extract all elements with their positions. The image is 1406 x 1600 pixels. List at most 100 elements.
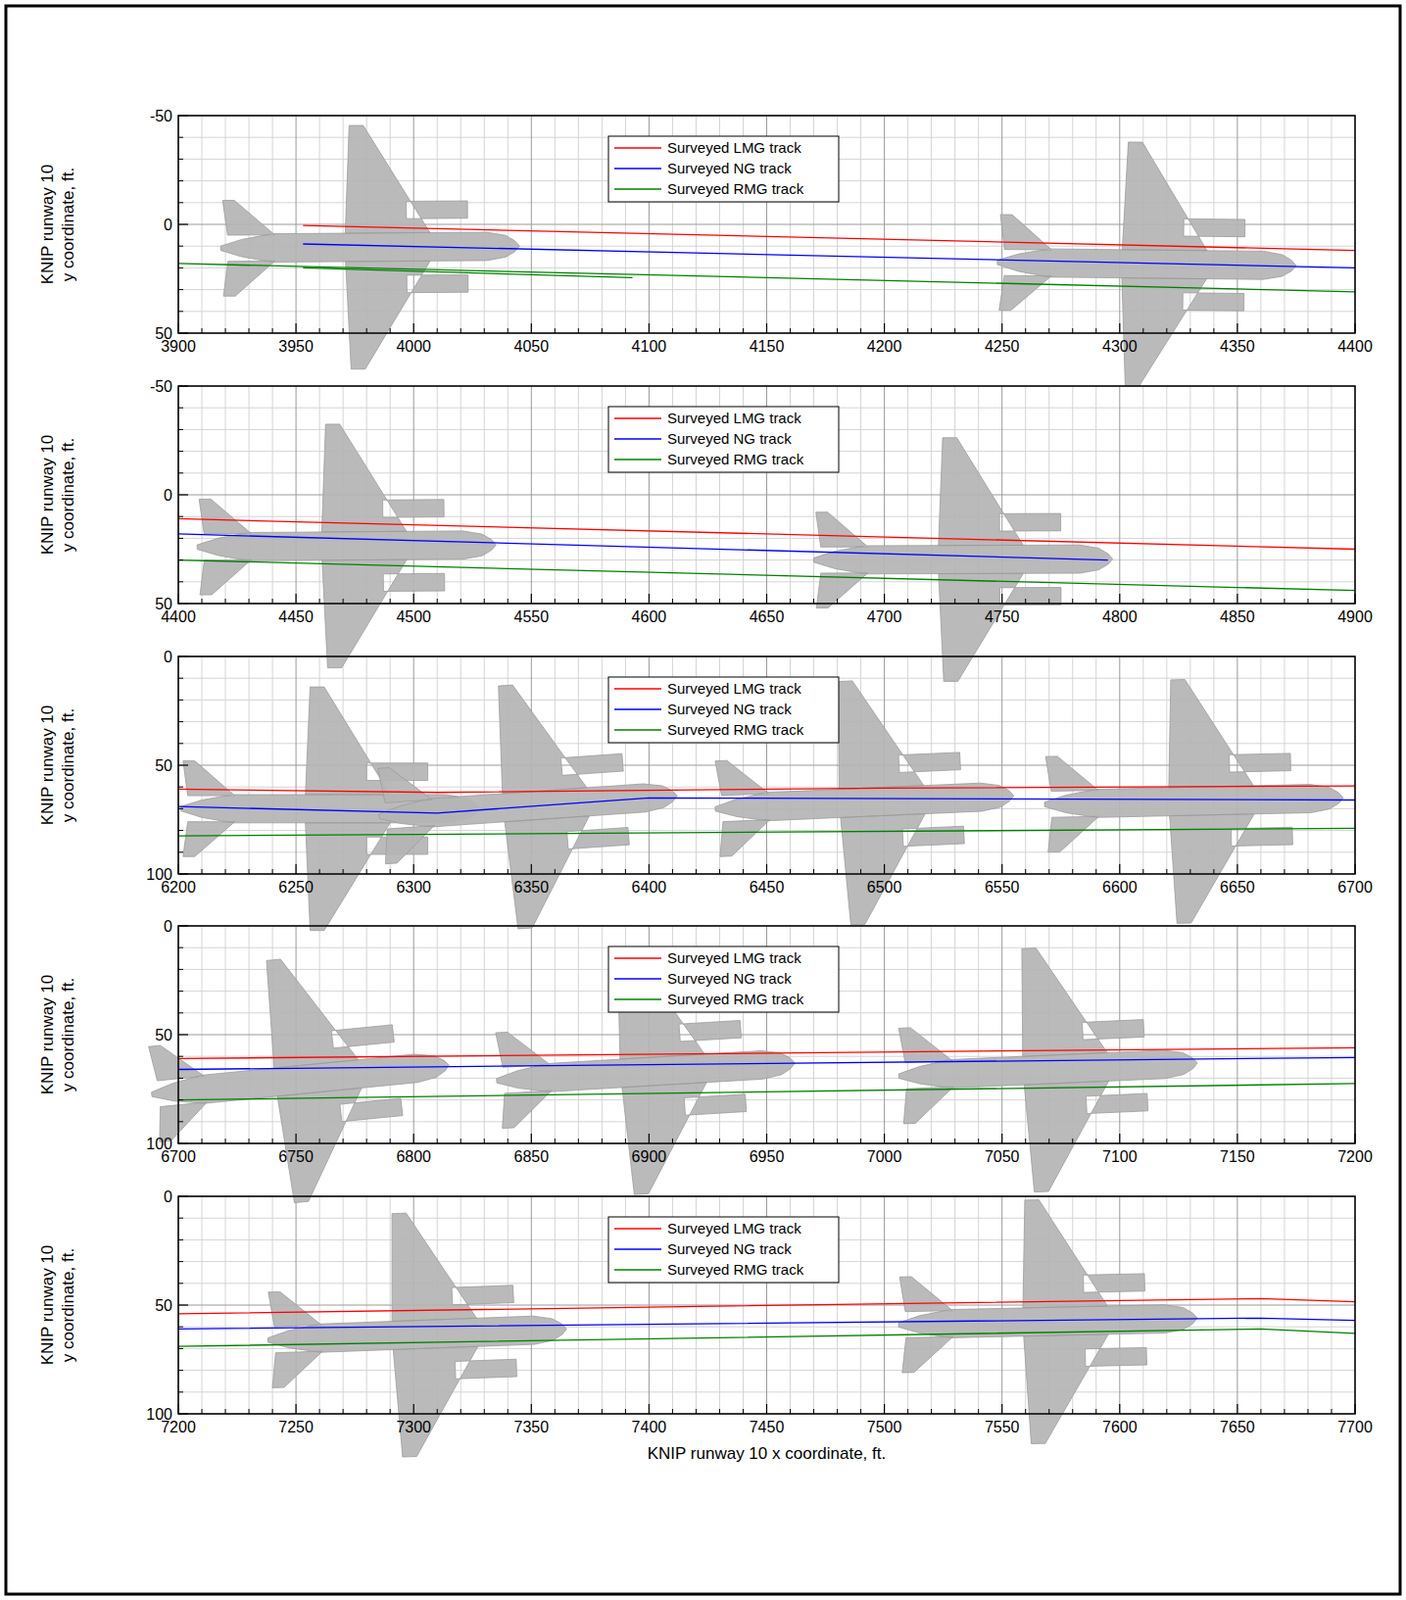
- minor-tick: [1307, 869, 1309, 874]
- minor-tick: [1307, 328, 1309, 334]
- minor-tick: [578, 1138, 580, 1144]
- minor-tick: [578, 598, 580, 604]
- minor-tick: [695, 598, 697, 604]
- tick: [295, 593, 297, 604]
- tick: [648, 1133, 650, 1144]
- legend-label: Surveyed LMG track: [667, 949, 802, 967]
- tick: [177, 593, 179, 604]
- minor-tick: [178, 1012, 184, 1014]
- tick: [531, 593, 533, 604]
- minor-tick: [319, 598, 321, 604]
- minor-tick: [930, 869, 932, 874]
- tick-label: 50: [154, 1297, 173, 1314]
- legend-swatch: [614, 708, 662, 711]
- minor-tick: [460, 869, 462, 874]
- track-line: [178, 785, 1356, 793]
- minor-tick: [178, 516, 184, 518]
- y-axis-title: KNIP runway 10: [38, 974, 57, 1096]
- minor-tick: [484, 869, 485, 874]
- minor-tick: [813, 1408, 815, 1414]
- tick: [413, 1404, 415, 1414]
- minor-tick: [225, 1138, 227, 1144]
- legend-box: [608, 1216, 839, 1283]
- minor-tick: [813, 1138, 815, 1144]
- minor-tick: [272, 598, 274, 604]
- track-layer: [178, 225, 1356, 1347]
- legend-swatch: [614, 417, 662, 420]
- tick: [1354, 323, 1356, 334]
- tick-label: 100: [145, 1135, 173, 1153]
- minor-tick: [460, 598, 462, 604]
- tracks: [178, 1298, 1356, 1347]
- minor-tick: [178, 808, 184, 810]
- tick: [1354, 1133, 1356, 1144]
- minor-tick: [272, 1408, 274, 1414]
- legend: Surveyed LMG trackSurveyed NG trackSurve…: [608, 406, 839, 473]
- tick-label: 6550: [984, 878, 1020, 896]
- minor-tick: [342, 598, 344, 604]
- tracks: [178, 518, 1356, 590]
- tick: [1001, 1404, 1003, 1414]
- tick: [883, 864, 885, 874]
- minor-tick: [719, 598, 721, 604]
- plot-frame: [178, 386, 1356, 604]
- minor-tick: [342, 328, 344, 334]
- minor-tick: [977, 869, 979, 874]
- minor-tick: [389, 1138, 391, 1144]
- minor-tick: [860, 1138, 862, 1144]
- minor-tick: [1142, 598, 1144, 604]
- minor-tick: [907, 1138, 909, 1144]
- tick: [178, 655, 189, 657]
- minor-tick: [930, 328, 932, 334]
- minor-tick: [554, 598, 556, 604]
- legend-swatch: [614, 728, 662, 731]
- aircraft: [267, 1212, 567, 1457]
- tick: [1001, 1133, 1003, 1144]
- legend-label: Surveyed NG track: [667, 969, 792, 987]
- tick: [883, 323, 885, 334]
- minor-tick: [1095, 328, 1097, 334]
- tick: [1236, 1404, 1238, 1414]
- minor-tick: [554, 1408, 556, 1414]
- tick-label: 6500: [867, 878, 903, 896]
- tick: [413, 323, 415, 334]
- track-line: [178, 533, 1109, 561]
- minor-tick: [342, 869, 344, 874]
- minor-tick: [436, 328, 438, 334]
- tick-label: 4000: [395, 338, 432, 355]
- minor-tick: [860, 1408, 862, 1414]
- minor-tick: [1024, 1138, 1026, 1144]
- tick: [178, 332, 189, 334]
- tick-label: 7250: [278, 1418, 314, 1436]
- plot-area: [178, 1196, 1356, 1414]
- minor-tick: [178, 289, 184, 291]
- minor-tick: [672, 328, 674, 334]
- minor-tick: [248, 328, 250, 334]
- minor-tick: [319, 328, 321, 334]
- minor-tick: [977, 1138, 979, 1144]
- minor-tick: [507, 1408, 509, 1414]
- tick: [1118, 323, 1120, 334]
- minor-tick: [1048, 1408, 1050, 1414]
- minor-tick: [248, 598, 250, 604]
- track-line: [302, 225, 1356, 251]
- page-frame: [5, 5, 1401, 1595]
- tick: [178, 1142, 189, 1144]
- minor-tick: [719, 869, 721, 874]
- minor-tick: [460, 1408, 462, 1414]
- minor-tick: [1330, 1138, 1332, 1144]
- legend: Surveyed LMG trackSurveyed NG trackSurve…: [608, 677, 839, 743]
- legend-swatch: [614, 998, 662, 1001]
- tick: [178, 602, 189, 604]
- minor-tick: [178, 1260, 184, 1262]
- minor-tick: [1283, 598, 1285, 604]
- tick: [178, 223, 189, 225]
- minor-tick: [484, 598, 485, 604]
- minor-tick: [178, 829, 184, 831]
- tick: [178, 385, 189, 387]
- minor-tick: [1142, 869, 1144, 874]
- minor-tick: [178, 1239, 184, 1241]
- minor-tick: [1283, 869, 1285, 874]
- minor-tick: [1095, 1138, 1097, 1144]
- minor-tick: [789, 598, 791, 604]
